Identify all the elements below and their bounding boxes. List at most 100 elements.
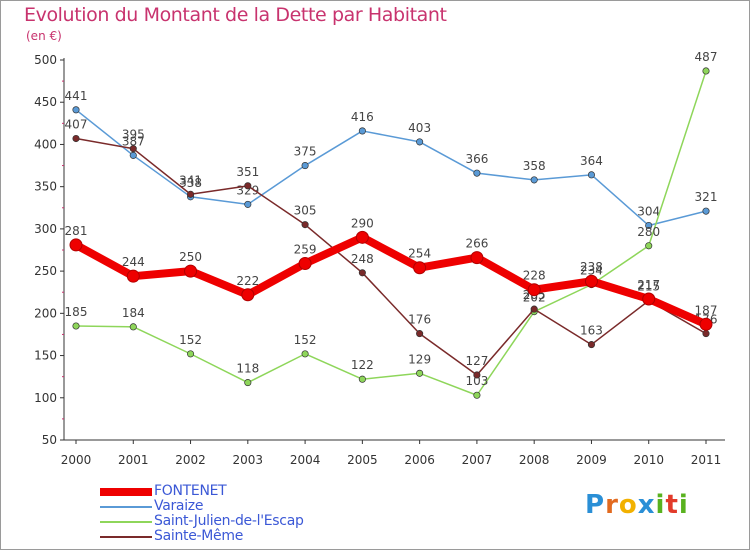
legend-swatch — [100, 521, 152, 523]
data-point — [530, 176, 538, 184]
data-label: 351 — [236, 165, 259, 179]
data-point — [72, 106, 80, 114]
data-point — [355, 230, 369, 244]
data-label: 341 — [179, 173, 202, 187]
data-point — [186, 190, 195, 198]
data-point — [72, 322, 80, 330]
data-label: 416 — [351, 110, 374, 124]
legend-label: Saint-Julien-de-l'Escap — [154, 513, 304, 529]
data-point — [301, 350, 309, 358]
legend-item-fontenet: FONTENET — [100, 483, 400, 500]
x-tick-label: 2005 — [347, 453, 378, 467]
legend-label: Varaize — [154, 498, 204, 514]
data-label: 228 — [523, 269, 546, 283]
data-label: 215 — [637, 280, 660, 294]
data-label: 254 — [408, 247, 431, 261]
data-point — [358, 127, 366, 135]
data-point — [645, 242, 653, 250]
data-label: 290 — [351, 216, 374, 230]
data-point — [416, 369, 424, 377]
data-point — [69, 238, 83, 252]
data-point — [473, 169, 481, 177]
data-point — [584, 274, 598, 288]
legend-swatch — [100, 488, 152, 496]
x-tick-label: 2002 — [175, 453, 206, 467]
data-point — [129, 323, 137, 331]
data-label: 395 — [122, 128, 145, 142]
data-point — [126, 269, 140, 283]
x-tick-label: 2011 — [691, 453, 722, 467]
data-label: 238 — [580, 260, 603, 274]
legend-item-saint-julien-de-l-escap: Saint-Julien-de-l'Escap — [100, 513, 400, 530]
x-tick-label: 2006 — [404, 453, 435, 467]
legend-label: Sainte-Même — [154, 528, 244, 544]
chart-title: Evolution du Montant de la Dette par Hab… — [24, 4, 447, 26]
x-tick-label: 2010 — [633, 453, 664, 467]
series-line-sainte-meme — [75, 137, 707, 376]
y-tick-label: 500 — [34, 53, 57, 67]
data-point — [702, 330, 710, 338]
data-point — [186, 350, 195, 358]
data-label: 321 — [695, 190, 718, 204]
data-point — [298, 257, 312, 271]
data-label: 266 — [465, 237, 488, 251]
x-tick-label: 2007 — [462, 453, 493, 467]
proxiti-logo: Proxiti — [585, 490, 689, 520]
x-tick-label: 2008 — [519, 453, 550, 467]
data-point — [702, 207, 710, 215]
data-point — [699, 317, 713, 331]
data-label: 403 — [408, 121, 431, 135]
y-tick-label: 400 — [34, 137, 57, 151]
data-label: 152 — [179, 333, 202, 347]
data-label: 305 — [294, 204, 317, 218]
logo-letter: i — [655, 490, 666, 520]
data-label: 304 — [637, 205, 660, 219]
data-label: 387 — [122, 134, 145, 148]
logo-letter: x — [637, 490, 656, 520]
data-label: 202 — [523, 291, 546, 305]
data-point — [129, 151, 137, 159]
data-point — [587, 341, 596, 349]
data-label: 122 — [351, 358, 374, 372]
data-point — [416, 330, 424, 338]
legend-swatch — [100, 536, 152, 538]
data-label: 163 — [580, 324, 603, 338]
data-label: 375 — [294, 145, 317, 159]
data-label: 222 — [236, 274, 259, 288]
data-point — [642, 292, 656, 306]
series-line-fontenet — [72, 233, 710, 329]
data-label: 187 — [695, 303, 718, 317]
data-label: 248 — [351, 252, 374, 266]
legend-item-varaize: Varaize — [100, 498, 400, 515]
logo-letter: P — [585, 490, 606, 520]
data-point — [244, 379, 252, 387]
logo-letter: t — [665, 490, 679, 520]
logo-letter: o — [618, 490, 638, 520]
data-label: 118 — [236, 362, 259, 376]
chart-unit-label: (en €) — [26, 29, 62, 43]
data-point — [72, 134, 80, 143]
x-tick-label: 2003 — [233, 453, 264, 467]
data-point — [470, 251, 484, 265]
data-label: 127 — [465, 354, 488, 368]
data-point — [413, 261, 427, 275]
x-tick-label: 2009 — [576, 453, 607, 467]
data-label: 358 — [523, 159, 546, 173]
data-label: 234 — [580, 264, 603, 278]
data-point — [244, 200, 252, 208]
data-label: 259 — [294, 243, 317, 257]
data-point — [358, 269, 366, 277]
data-label: 103 — [465, 374, 488, 388]
series-sainte-meme: 407395341351305248176127205163215176 — [65, 118, 717, 379]
legend-swatch — [100, 506, 152, 508]
data-point — [416, 138, 424, 146]
data-label: 250 — [179, 250, 202, 264]
x-tick-label: 2004 — [290, 453, 321, 467]
y-tick-label: 150 — [34, 349, 57, 363]
data-label: 487 — [695, 50, 718, 64]
data-label: 407 — [65, 118, 88, 132]
data-label: 129 — [408, 352, 431, 366]
data-point — [702, 67, 710, 75]
data-point — [129, 145, 137, 153]
